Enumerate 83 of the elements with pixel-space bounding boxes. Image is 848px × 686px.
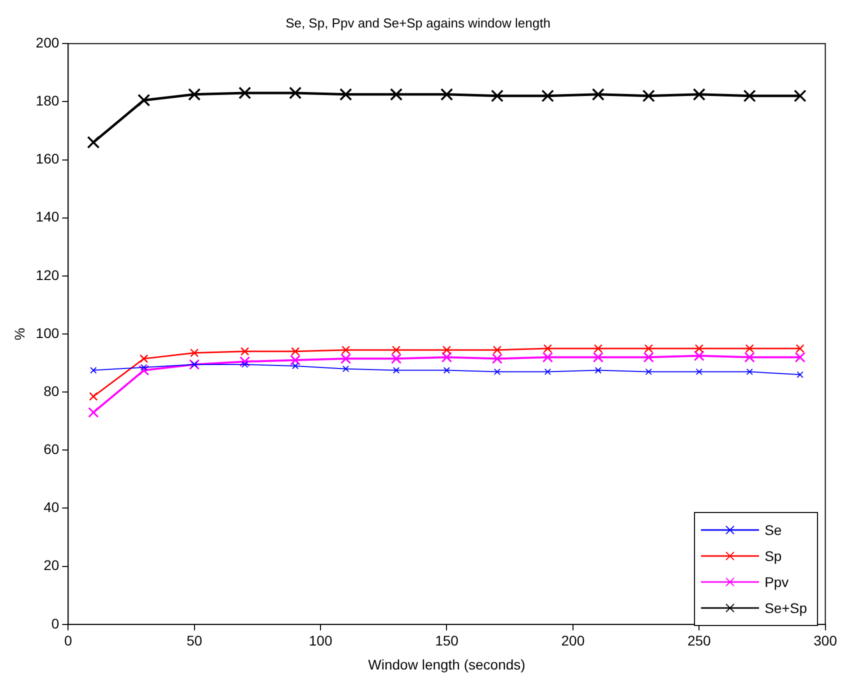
x-tick-label: 300 bbox=[814, 632, 838, 649]
point bbox=[744, 352, 755, 363]
point bbox=[90, 366, 97, 374]
point bbox=[492, 346, 502, 354]
point bbox=[238, 86, 252, 100]
y-tick-label: 200 bbox=[36, 34, 60, 50]
x-tick-label: 100 bbox=[308, 632, 332, 649]
point bbox=[341, 346, 350, 354]
point bbox=[644, 344, 653, 353]
point bbox=[541, 90, 554, 102]
point bbox=[645, 368, 652, 376]
chart-title: Se, Sp, Ppv and Se+Sp agains window length bbox=[286, 15, 550, 30]
point bbox=[694, 350, 704, 362]
point bbox=[490, 90, 504, 102]
point bbox=[642, 90, 655, 102]
point bbox=[342, 366, 350, 372]
point bbox=[592, 352, 604, 363]
x-tick-label: 0 bbox=[64, 632, 72, 649]
y-tick-label: 60 bbox=[44, 441, 60, 458]
y-tick-label: 80 bbox=[44, 382, 60, 399]
point bbox=[443, 366, 450, 374]
y-tick-label: 140 bbox=[36, 208, 60, 225]
x-tick-label: 250 bbox=[687, 632, 712, 649]
point bbox=[290, 347, 300, 356]
point bbox=[796, 371, 804, 378]
point bbox=[594, 366, 602, 374]
point bbox=[794, 90, 806, 102]
point bbox=[592, 88, 604, 101]
point bbox=[696, 368, 702, 376]
point bbox=[138, 94, 150, 107]
legend-label: Se bbox=[764, 522, 782, 538]
point bbox=[339, 88, 352, 101]
point bbox=[694, 344, 704, 353]
point bbox=[140, 364, 148, 371]
point bbox=[543, 344, 552, 353]
point bbox=[743, 90, 756, 102]
legend-label: Se+Sp bbox=[764, 600, 807, 616]
point bbox=[188, 88, 201, 101]
point bbox=[290, 354, 301, 366]
point bbox=[441, 352, 452, 363]
point bbox=[340, 353, 352, 364]
point bbox=[796, 344, 804, 353]
point bbox=[88, 407, 99, 418]
y-tick-label: 100 bbox=[36, 324, 60, 341]
point bbox=[288, 86, 302, 100]
point bbox=[746, 368, 753, 376]
point bbox=[190, 348, 199, 358]
y-tick-label: 120 bbox=[36, 266, 60, 283]
point bbox=[494, 368, 501, 376]
x-axis-title: Window length (seconds) bbox=[368, 656, 526, 672]
point bbox=[794, 352, 806, 363]
point bbox=[392, 366, 400, 374]
point bbox=[544, 368, 552, 376]
point bbox=[594, 344, 602, 353]
point bbox=[240, 356, 250, 367]
point bbox=[542, 352, 554, 363]
y-axis-title: % bbox=[11, 328, 28, 340]
point bbox=[442, 346, 452, 354]
point bbox=[390, 88, 403, 101]
legend-label: Sp bbox=[764, 548, 782, 564]
y-tick-label: 0 bbox=[51, 615, 60, 632]
point bbox=[492, 353, 503, 364]
y-tick-label: 180 bbox=[36, 92, 60, 109]
x-tick-label: 150 bbox=[435, 632, 459, 649]
point bbox=[242, 361, 248, 368]
y-tick-label: 40 bbox=[44, 499, 60, 516]
y-tick-label: 20 bbox=[44, 557, 60, 574]
point bbox=[692, 88, 706, 101]
x-tick-label: 50 bbox=[186, 632, 202, 649]
point bbox=[89, 392, 98, 401]
point bbox=[140, 354, 148, 364]
point bbox=[392, 346, 401, 354]
point bbox=[292, 362, 299, 370]
point bbox=[240, 347, 250, 356]
point bbox=[390, 353, 402, 364]
point bbox=[745, 344, 754, 353]
point bbox=[440, 88, 454, 101]
x-tick-label: 200 bbox=[561, 632, 585, 649]
point bbox=[87, 136, 100, 149]
point bbox=[138, 364, 150, 376]
point bbox=[643, 352, 654, 363]
y-tick-label: 160 bbox=[36, 150, 60, 167]
legend-label: Ppv bbox=[764, 574, 789, 590]
